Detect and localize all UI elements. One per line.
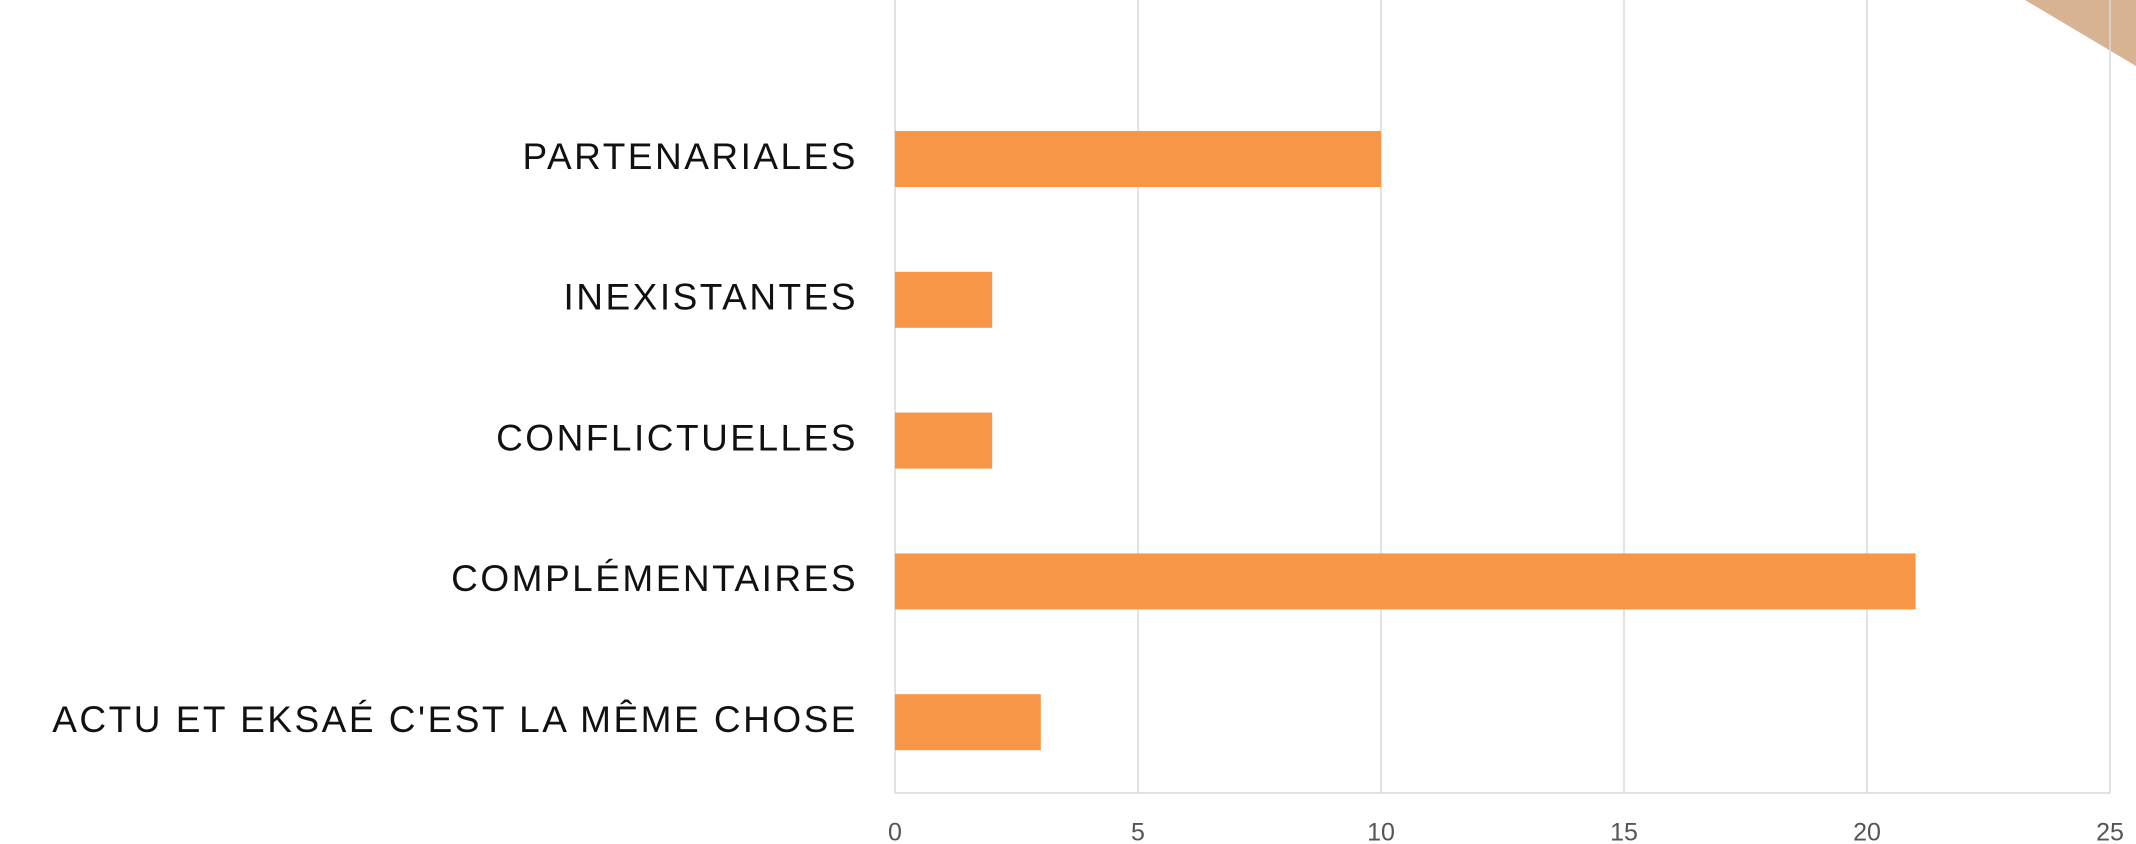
bar	[895, 271, 993, 328]
y-tick-label: ACTU ET EKSAÉ C'EST LA MÊME CHOSE	[52, 699, 858, 740]
y-tick-label: INEXISTANTES	[563, 277, 858, 318]
x-tick-label: 15	[1610, 819, 1638, 844]
x-tick-label: 10	[1367, 819, 1395, 844]
decoration	[2025, 0, 2136, 66]
bar	[895, 131, 1381, 187]
bar	[895, 412, 993, 469]
x-tick-label: 20	[1853, 819, 1881, 844]
bar	[895, 694, 1041, 751]
x-tick-label: 5	[1131, 819, 1145, 844]
y-tick-label: COMPLÉMENTAIRES	[451, 558, 858, 599]
x-tick-label: 0	[888, 819, 902, 844]
bar	[895, 553, 1916, 610]
x-tick-label: 25	[2096, 819, 2124, 844]
y-tick-label: PARTENARIALES	[523, 136, 858, 177]
y-tick-label: CONFLICTUELLES	[496, 417, 858, 458]
